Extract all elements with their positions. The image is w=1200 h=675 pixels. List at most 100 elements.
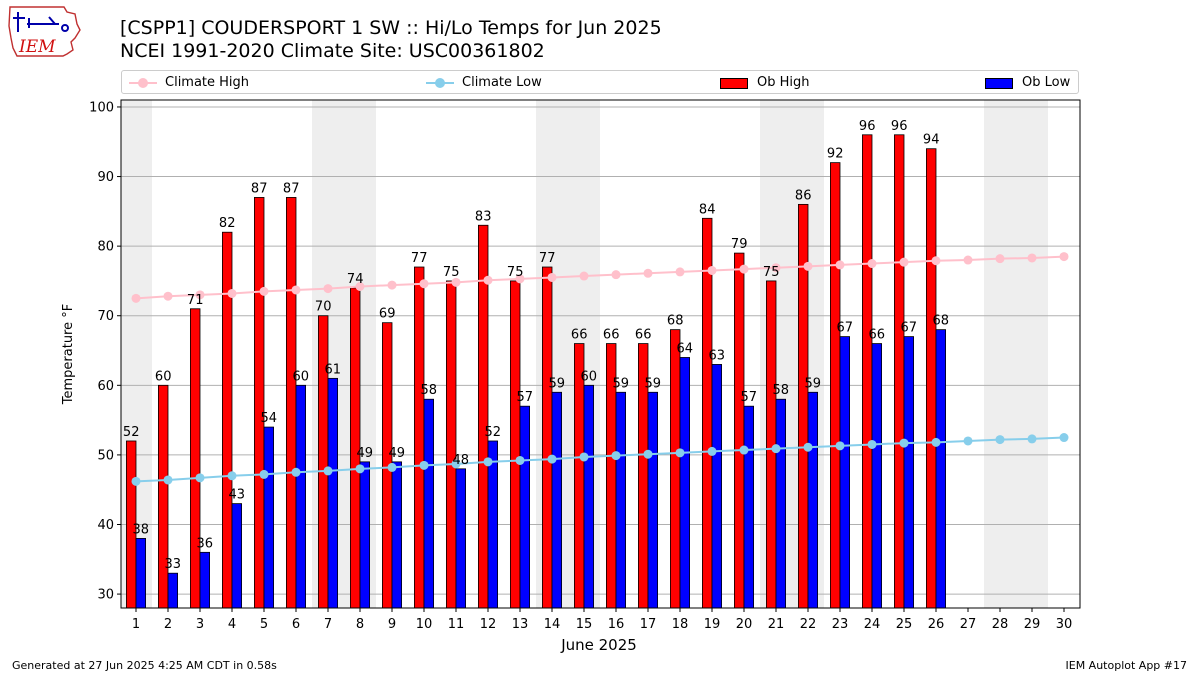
ob-low-bar — [423, 398, 435, 609]
x-tick-label: 6 — [292, 617, 300, 632]
climate-high-point — [611, 270, 621, 280]
climate-low-point — [323, 466, 333, 476]
climate-lines — [131, 252, 1069, 486]
ob-high-label: 75 — [507, 265, 524, 280]
ob-low-label: 66 — [869, 328, 886, 343]
ob-high-label: 92 — [827, 147, 844, 162]
climate-high-point — [707, 265, 717, 275]
x-tick-label: 8 — [356, 617, 364, 632]
ob-high-bar — [221, 231, 233, 609]
ob-high-label: 60 — [155, 369, 172, 384]
climate-high-point — [483, 275, 493, 285]
ob-high-bar — [702, 217, 713, 609]
ob-low-bar — [775, 398, 787, 609]
climate-high-point — [131, 293, 141, 303]
ob-high-label: 71 — [187, 293, 204, 308]
climate-low-point — [355, 464, 365, 474]
ob-high-bar — [285, 197, 297, 609]
iem-logo: IEM — [8, 6, 81, 57]
climate-low-point — [899, 438, 909, 448]
ob-low-label: 58 — [421, 383, 438, 398]
y-tick-label: 80 — [97, 240, 114, 255]
climate-high-point — [419, 279, 429, 289]
ob-high-label: 52 — [123, 425, 140, 440]
ob-high-bar — [445, 280, 457, 609]
ob-high-label: 75 — [443, 265, 460, 280]
climate-low-point — [1027, 434, 1037, 444]
logo-text: IEM — [18, 37, 56, 57]
ob-low-label: 57 — [517, 390, 534, 405]
climate-high-point — [739, 264, 749, 274]
ob-high-bar — [253, 197, 265, 609]
ob-low-label: 61 — [325, 362, 342, 377]
x-tick-label: 12 — [480, 617, 497, 632]
ob-high-label: 66 — [571, 328, 588, 343]
ob-low-bar — [871, 343, 883, 609]
climate-low-point — [739, 445, 749, 455]
ob-high-label: 84 — [699, 202, 716, 217]
climate-low-point — [547, 454, 557, 464]
ob-low-bar — [327, 377, 339, 609]
ob-high-label: 87 — [251, 181, 268, 196]
ob-high-label: 79 — [731, 237, 748, 252]
x-tick-label: 7 — [324, 617, 332, 632]
climate-high-point — [899, 257, 909, 267]
weekend-shading — [121, 100, 1048, 608]
ob-low-bar — [743, 405, 755, 609]
climate-high-point — [323, 284, 333, 294]
legend-swatch — [720, 78, 748, 89]
gridlines — [121, 106, 1080, 595]
ob-high-bar — [894, 134, 905, 609]
ob-low-label: 60 — [581, 369, 598, 384]
climate-low-point — [931, 437, 941, 447]
x-tick-label: 27 — [960, 617, 977, 632]
climate-high-point — [387, 280, 397, 290]
ob-low-label: 48 — [453, 453, 470, 468]
climate-low-point — [227, 471, 237, 481]
ob-high-bar — [734, 252, 745, 609]
ob-low-label: 54 — [261, 411, 278, 426]
legend-item-ob-low: Ob Low — [985, 74, 1070, 92]
weather-station-icon — [13, 12, 69, 32]
climate-high-point — [355, 281, 365, 291]
ob-low-bar — [551, 391, 563, 609]
x-tick-label: 20 — [736, 617, 753, 632]
climate-low-point — [515, 455, 525, 465]
ob-low-label: 52 — [485, 425, 502, 440]
climate-low-point — [1059, 433, 1069, 443]
x-tick-label: 18 — [672, 617, 689, 632]
x-tick-label: 3 — [196, 617, 204, 632]
data-labels: 52 60 71 82 87 87 70 74 69 77 75 83 75 77 66 66 66 68 84 79… — [123, 119, 949, 572]
ob-low-bar — [295, 384, 307, 609]
chart-title: [CSPP1] COUDERSPORT 1 SW :: Hi/Lo Temps … — [120, 17, 662, 39]
x-tick-label: 11 — [448, 617, 465, 632]
ob-high-label: 74 — [347, 272, 364, 287]
ob-low-label: 68 — [933, 314, 950, 329]
climate-high-point — [515, 274, 525, 284]
climate-low-point — [483, 457, 493, 467]
climate-high-point — [963, 255, 973, 265]
ob-high-bar — [542, 266, 553, 609]
ob-low-bar — [263, 426, 275, 609]
x-tick-label: 4 — [228, 617, 236, 632]
climate-low-point — [131, 476, 141, 486]
climate-high-point — [1027, 253, 1037, 263]
climate-low-point — [259, 469, 269, 479]
climate-low-point — [579, 452, 589, 462]
ob-high-label: 70 — [315, 300, 332, 315]
ob-high-label: 96 — [891, 119, 908, 134]
ob-low-bar — [839, 336, 851, 609]
x-tick-label: 22 — [800, 617, 817, 632]
climate-low-point — [835, 441, 845, 451]
climate-high-point — [675, 267, 685, 277]
x-tick-label: 2 — [164, 617, 172, 632]
legend-label: Climate High — [165, 75, 250, 90]
ob-high-label: 77 — [411, 251, 428, 266]
ob-low-label: 64 — [677, 341, 694, 356]
ob-high-bar — [189, 308, 201, 609]
ob-high-label: 77 — [539, 251, 556, 266]
climate-high-point — [803, 261, 813, 271]
chart-subtitle: NCEI 1991-2020 Climate Site: USC00361802 — [120, 40, 545, 62]
climate-low-point — [387, 462, 397, 472]
